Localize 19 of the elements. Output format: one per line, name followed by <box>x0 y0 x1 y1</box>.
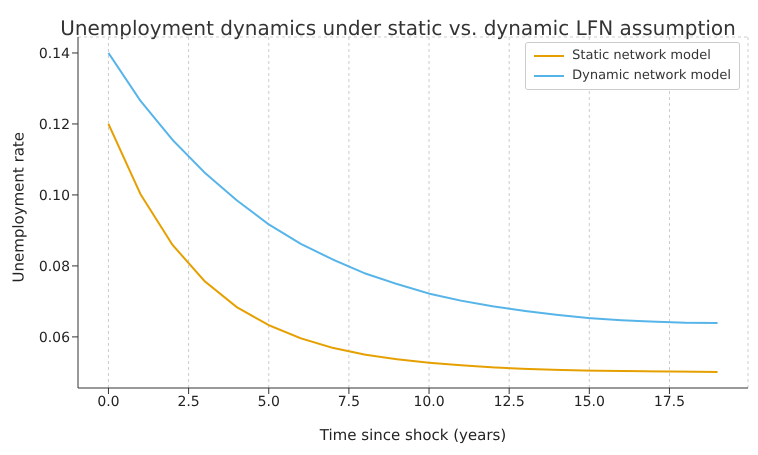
x-axis-title: Time since shock (years) <box>318 426 506 444</box>
x-tick-label: 12.5 <box>494 394 525 410</box>
x-tick-label: 15.0 <box>574 394 605 410</box>
line-series <box>107 122 719 374</box>
x-tick-label: 0.0 <box>97 394 120 410</box>
x-tick-label: 7.5 <box>338 394 360 410</box>
legend-label: Dynamic network model <box>572 67 731 85</box>
x-tick-label: 17.5 <box>654 394 686 410</box>
legend-label: Static network model <box>572 47 711 65</box>
chart-title: Unemployment dynamics under static vs. dynamic LFN assumption <box>59 16 737 40</box>
x-tick-label: 5.0 <box>258 394 280 410</box>
y-tick-label: 0.06 <box>38 330 70 346</box>
y-tick-label: 0.08 <box>38 258 70 275</box>
x-tick-label: 2.5 <box>177 394 200 410</box>
x-tick-label: 10.0 <box>413 394 445 410</box>
y-tick-label: 0.14 <box>38 46 70 62</box>
y-tick-label: 0.10 <box>38 188 70 204</box>
y-axis-title: Unemployment rate <box>9 132 28 282</box>
y-tick-label: 0.12 <box>38 116 70 133</box>
